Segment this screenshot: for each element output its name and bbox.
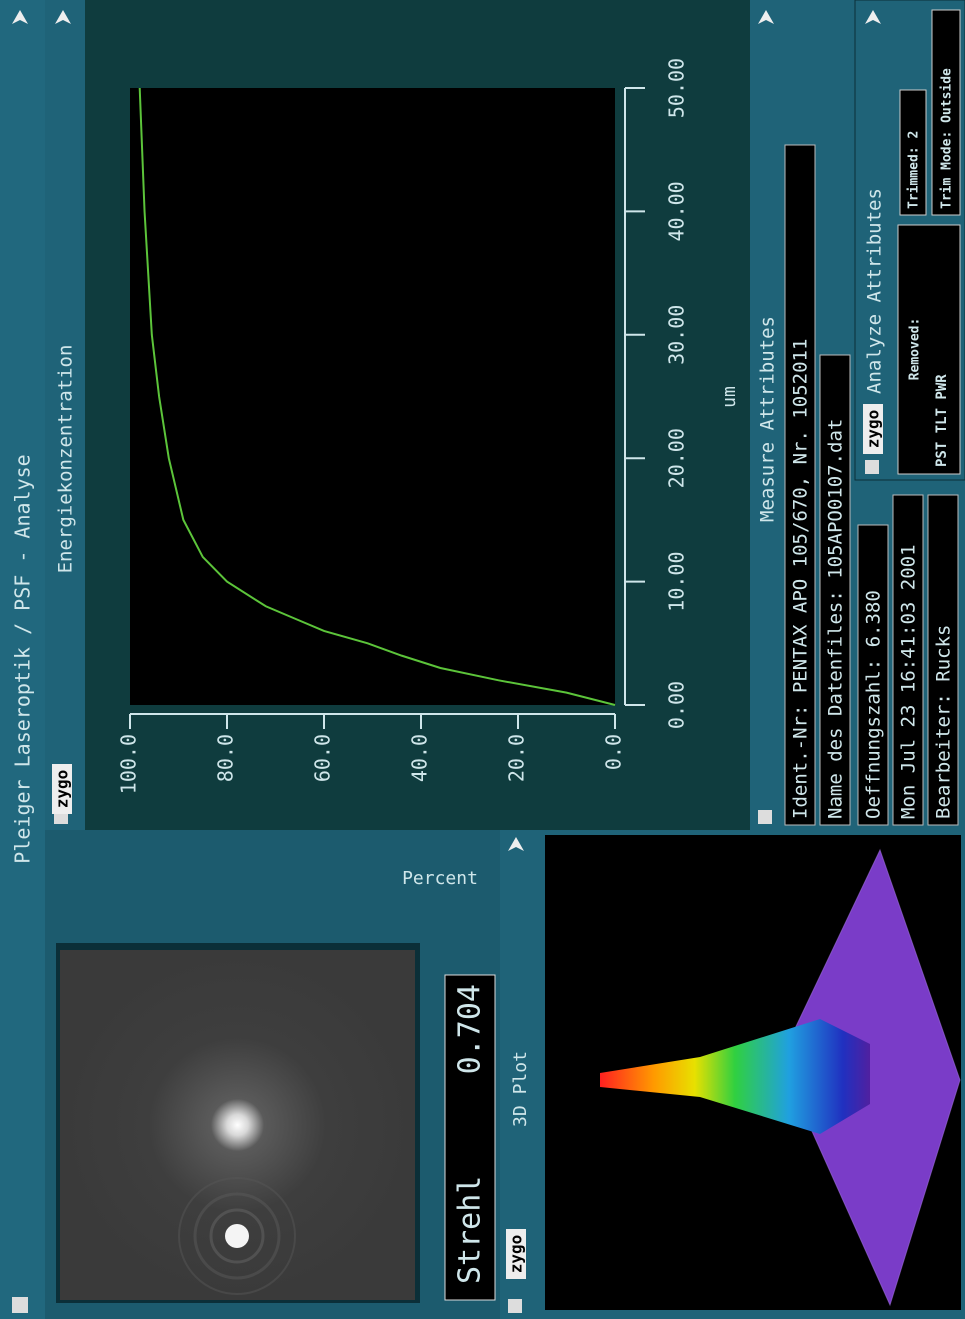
strehl-label: Strehl bbox=[453, 1176, 488, 1284]
close-icon[interactable] bbox=[12, 1297, 28, 1313]
plot-area bbox=[130, 88, 615, 705]
attribute-text: Mon Jul 23 16:41:03 2001 bbox=[898, 544, 920, 819]
x-tick-label: 30.00 bbox=[665, 305, 689, 365]
close-icon[interactable] bbox=[508, 1299, 522, 1313]
window: Pleiger Laseroptik / PSF - Analyse Streh… bbox=[0, 0, 965, 1319]
x-tick-label: 0.00 bbox=[665, 681, 689, 729]
close-icon[interactable] bbox=[758, 810, 772, 824]
logo: zygo bbox=[864, 410, 883, 449]
y-tick-label: 40.0 bbox=[408, 734, 432, 782]
trimmed: Trimmed: 2 bbox=[907, 131, 922, 209]
plot3d-title: 3D Plot bbox=[510, 1051, 531, 1127]
attribute-text: Ident.-Nr: PENTAX APO 105/670, Nr. 10520… bbox=[790, 339, 812, 819]
logo: zygo bbox=[53, 770, 72, 809]
y-tick-label: 60.0 bbox=[311, 734, 335, 782]
attribute-text: Bearbeiter: Rucks bbox=[933, 625, 955, 819]
analyze-title: Analyze Attributes bbox=[864, 188, 886, 394]
removed-label: Removed: bbox=[908, 318, 923, 381]
window-title: Pleiger Laseroptik / PSF - Analyse bbox=[11, 454, 35, 863]
y-tick-label: 0.0 bbox=[602, 734, 626, 770]
rotated-window: Pleiger Laseroptik / PSF - Analyse Streh… bbox=[0, 0, 965, 1319]
y-tick-label: 80.0 bbox=[214, 734, 238, 782]
close-icon[interactable] bbox=[865, 460, 879, 474]
logo: zygo bbox=[507, 1235, 526, 1274]
x-tick-label: 20.00 bbox=[665, 428, 689, 488]
psf-core bbox=[225, 1224, 249, 1248]
x-tick-label: 10.00 bbox=[665, 551, 689, 611]
attribute-text: Name des Datenfiles: 105APO0107.dat bbox=[825, 419, 847, 819]
screen: Pleiger Laseroptik / PSF - Analyse Streh… bbox=[0, 0, 965, 1319]
trim-mode: Trim Mode: Outside bbox=[940, 68, 955, 209]
attribute-text: Oeffnungszahl: 6.380 bbox=[863, 590, 885, 819]
x-tick-label: 50.00 bbox=[665, 58, 689, 118]
removed-value: PST TLT PWR bbox=[934, 374, 950, 467]
y-tick-label: 100.0 bbox=[117, 734, 141, 794]
chart-title: Energiekonzentration bbox=[55, 345, 77, 574]
y-axis-label: Percent bbox=[402, 868, 478, 889]
measure-title: Measure Attributes bbox=[757, 316, 779, 522]
x-tick-label: 40.00 bbox=[665, 181, 689, 241]
y-tick-label: 20.0 bbox=[505, 734, 529, 782]
strehl-value: 0.704 bbox=[453, 984, 488, 1074]
x-axis-label: um bbox=[719, 386, 740, 408]
